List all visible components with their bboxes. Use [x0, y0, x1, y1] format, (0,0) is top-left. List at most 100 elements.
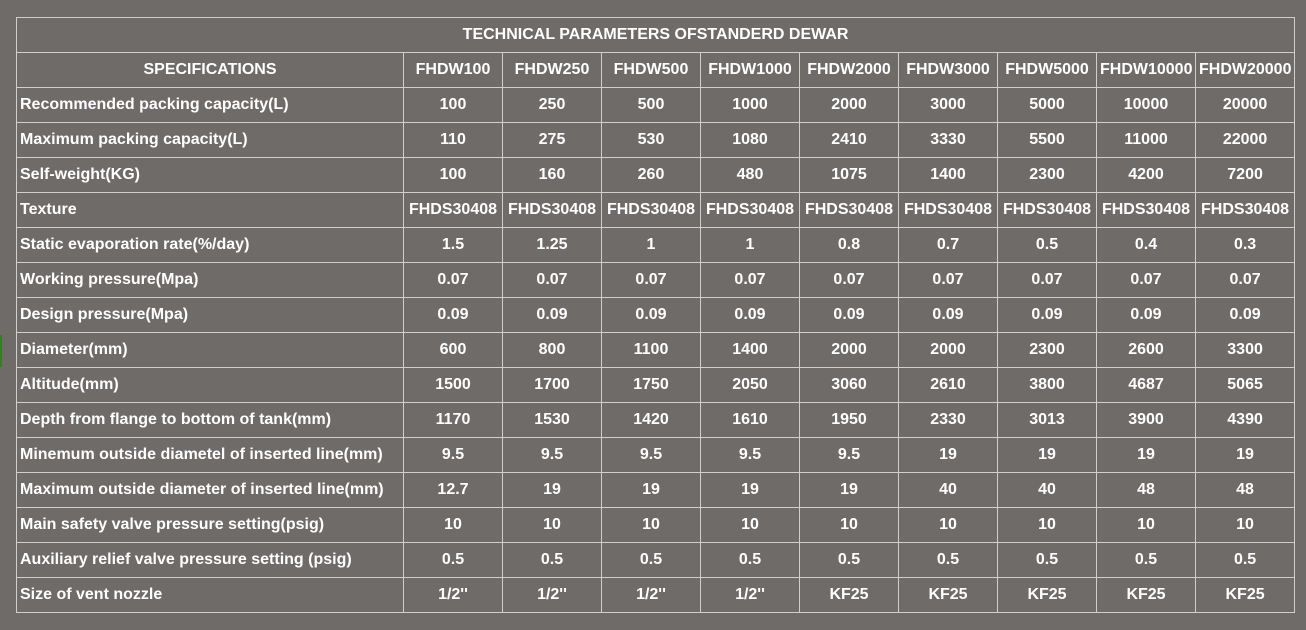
table-cell: KF25	[799, 577, 899, 613]
row-label: Altitude(mm)	[16, 367, 404, 403]
table-cell: 10000	[1096, 87, 1196, 123]
table-cell: 1.5	[403, 227, 503, 263]
table-cell: 260	[601, 157, 701, 193]
table-cell: 0.09	[997, 297, 1097, 333]
table-row: Main safety valve pressure setting(psig)…	[16, 507, 1296, 543]
table-cell: 0.5	[898, 542, 998, 578]
table-cell: 1950	[799, 402, 899, 438]
table-cell: 2300	[997, 332, 1097, 368]
table-cell: 10	[700, 507, 800, 543]
table-cell: 4687	[1096, 367, 1196, 403]
table-cell: 1750	[601, 367, 701, 403]
table-cell: KF25	[1194, 577, 1296, 613]
row-label: Size of vent nozzle	[16, 577, 404, 613]
table-cell: FHDS30408	[898, 192, 998, 228]
row-label: Texture	[16, 192, 404, 228]
row-label: Diameter(mm)	[16, 332, 404, 368]
table-cell: 1	[700, 227, 800, 263]
table-row: Texture FHDS30408 FHDS30408 FHDS30408 FHDS30…	[16, 192, 1296, 228]
table-cell: 160	[502, 157, 602, 193]
table-cell: 3060	[799, 367, 899, 403]
table-cell: 0.5	[601, 542, 701, 578]
table-cell: FHDS30408	[997, 192, 1097, 228]
table-cell: 48	[1096, 472, 1196, 508]
table-cell: 1400	[898, 157, 998, 193]
table-cell: 0.5	[700, 542, 800, 578]
model-header: FHDW10000	[1096, 52, 1196, 88]
table-cell: 2000	[799, 332, 899, 368]
table-cell: 40	[997, 472, 1097, 508]
row-label: Depth from flange to bottom of tank(mm)	[16, 402, 404, 438]
model-header: FHDW1000	[700, 52, 800, 88]
table-cell: 0.07	[700, 262, 800, 298]
table-row: Self-weight(KG) 100 160 260 480 1075 1400 2300 4…	[16, 157, 1296, 193]
table-row: Altitude(mm) 1500 1700 1750 2050 3060 2610 3800…	[16, 367, 1296, 403]
table-cell: 19	[1096, 437, 1196, 473]
table-cell: 0.5	[1096, 542, 1196, 578]
table-cell: KF25	[1096, 577, 1196, 613]
table-cell: 480	[700, 157, 800, 193]
table-cell: 0.5	[403, 542, 503, 578]
table-cell: 1/2''	[502, 577, 602, 613]
table-cell: 0.09	[502, 297, 602, 333]
table-row: Recommended packing capacity(L) 100 250 500…	[16, 87, 1296, 123]
model-header: FHDW2000	[799, 52, 899, 88]
table-cell: 0.09	[1096, 297, 1196, 333]
table-cell: 5500	[997, 122, 1097, 158]
table-cell: 0.07	[799, 262, 899, 298]
row-label: Design pressure(Mpa)	[16, 297, 404, 333]
table-cell: 12.7	[403, 472, 503, 508]
table-cell: 3330	[898, 122, 998, 158]
table-cell: KF25	[997, 577, 1097, 613]
table-cell: 110	[403, 122, 503, 158]
table-cell: 0.07	[898, 262, 998, 298]
table-cell: FHDS30408	[700, 192, 800, 228]
table-cell: 10	[403, 507, 503, 543]
table-cell: 9.5	[601, 437, 701, 473]
table-cell: 0.07	[1194, 262, 1296, 298]
table-cell: 20000	[1194, 87, 1296, 123]
table-cell: 19	[502, 472, 602, 508]
model-header: FHDW250	[502, 52, 602, 88]
table-cell: 10	[1096, 507, 1196, 543]
table-cell: 4390	[1194, 402, 1296, 438]
table-cell: 1610	[700, 402, 800, 438]
table-cell: 3800	[997, 367, 1097, 403]
table-cell: 19	[799, 472, 899, 508]
table-row: Static evaporation rate(%/day) 1.5 1.25 1 1 0…	[16, 227, 1296, 263]
table-cell: 3300	[1194, 332, 1296, 368]
row-label: Self-weight(KG)	[16, 157, 404, 193]
row-label: Recommended packing capacity(L)	[16, 87, 404, 123]
table-cell: 1075	[799, 157, 899, 193]
table-row: Auxiliary relief valve pressure setting …	[16, 542, 1296, 578]
table-cell: 0.07	[1096, 262, 1196, 298]
row-label: Maximum packing capacity(L)	[16, 122, 404, 158]
table-cell: 250	[502, 87, 602, 123]
table-cell: 2410	[799, 122, 899, 158]
table-row: Size of vent nozzle 1/2'' 1/2'' 1/2'' 1/2'' K…	[16, 577, 1296, 613]
table-cell: 0.7	[898, 227, 998, 263]
table-cell: 2000	[799, 87, 899, 123]
table-cell: 0.3	[1194, 227, 1296, 263]
row-label: Main safety valve pressure setting(psig)	[16, 507, 404, 543]
table-cell: FHDS30408	[1096, 192, 1196, 228]
table-cell: 10	[799, 507, 899, 543]
table-cell: 2600	[1096, 332, 1196, 368]
table-cell: 9.5	[799, 437, 899, 473]
table-cell: 10	[997, 507, 1097, 543]
table-cell: 10	[1194, 507, 1296, 543]
model-header: FHDW20000	[1194, 52, 1296, 88]
table-cell: 1420	[601, 402, 701, 438]
table-cell: 0.5	[502, 542, 602, 578]
table-cell: 0.07	[601, 262, 701, 298]
table-cell: FHDS30408	[403, 192, 503, 228]
table-cell: 10	[898, 507, 998, 543]
table-cell: 2050	[700, 367, 800, 403]
table-cell: 1400	[700, 332, 800, 368]
model-header: FHDW100	[403, 52, 503, 88]
table-cell: 0.09	[601, 297, 701, 333]
row-label: Auxiliary relief valve pressure setting …	[16, 542, 404, 578]
table-cell: 1100	[601, 332, 701, 368]
table-cell: 600	[403, 332, 503, 368]
specifications-header: SPECIFICATIONS	[16, 52, 404, 88]
